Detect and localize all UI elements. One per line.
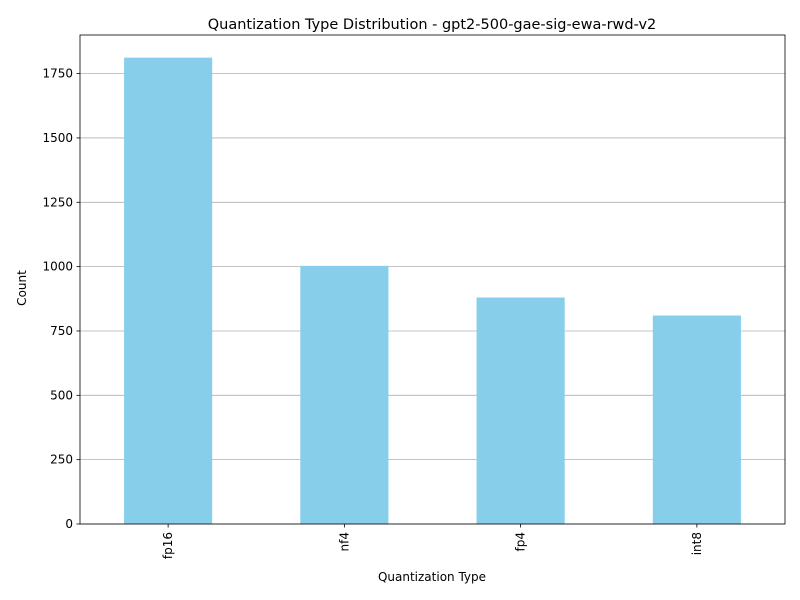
- bar-nf4: [300, 265, 389, 524]
- y-tick-label: 1000: [42, 260, 73, 274]
- y-tick-label: 250: [50, 453, 73, 467]
- x-ticks: fp16 nf4 fp4 int8: [161, 524, 704, 559]
- x-tick-label: fp16: [161, 532, 175, 559]
- x-tick-label: fp4: [514, 532, 528, 551]
- y-tick-label: 1250: [42, 195, 73, 209]
- bar-fp16: [124, 57, 213, 524]
- y-tick-label: 1500: [42, 131, 73, 145]
- plot-frame: [79, 34, 786, 525]
- y-tick-label: 750: [50, 324, 73, 338]
- axes: [79, 34, 786, 525]
- chart-title: Quantization Type Distribution - gpt2-50…: [208, 17, 657, 33]
- y-axis-label: Count: [15, 270, 29, 306]
- bars: [124, 57, 741, 524]
- x-axis-label: Quantization Type: [378, 570, 486, 584]
- bar-fp4: [476, 297, 565, 524]
- y-ticks: 0 250 500 750 1000 1250 1500 1750: [42, 67, 80, 531]
- x-tick-label: int8: [690, 532, 704, 555]
- y-tick-label: 500: [50, 388, 73, 402]
- y-tick-label: 0: [65, 517, 73, 531]
- y-tick-label: 1750: [42, 67, 73, 81]
- bar-int8: [652, 315, 741, 524]
- x-tick-label: nf4: [337, 532, 351, 551]
